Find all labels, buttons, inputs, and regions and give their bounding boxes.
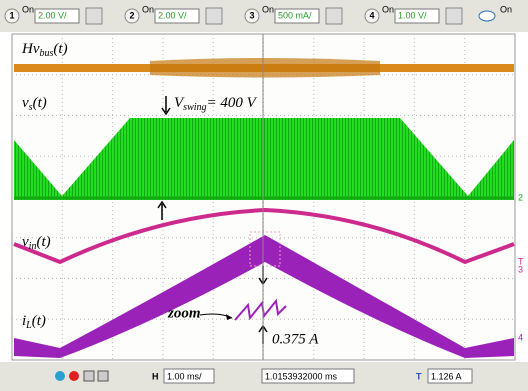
- label-main: Hv: [21, 41, 40, 57]
- icon[interactable]: [98, 371, 108, 381]
- channel-scale: 1.00 V/: [398, 10, 427, 20]
- channel-menu[interactable]: [86, 8, 102, 24]
- timebase: 1.00 ms/: [167, 371, 202, 381]
- label-sub: bus: [40, 48, 54, 59]
- channel-menu[interactable]: [446, 8, 462, 24]
- icon[interactable]: [69, 371, 79, 381]
- display-state: On: [500, 4, 512, 14]
- label-tail: (t): [53, 41, 67, 57]
- channel-number: 2: [129, 10, 134, 20]
- icon[interactable]: [55, 371, 65, 381]
- hvbus-ripple: [150, 58, 380, 78]
- channel-menu[interactable]: [206, 8, 222, 24]
- label-tail: (t): [36, 234, 50, 250]
- trace-label: vin(t): [22, 234, 51, 252]
- channel-scale: 2.00 V/: [158, 10, 187, 20]
- position: 1.0153932000 ms: [265, 371, 338, 381]
- label-sub: in: [29, 241, 37, 252]
- channel-state: On: [142, 4, 154, 14]
- icon[interactable]: [84, 371, 94, 381]
- channel-number: 1: [9, 10, 14, 20]
- trace-label: vs(t): [22, 95, 47, 113]
- trigger-level: 1.126 A: [431, 371, 462, 381]
- trace-marker: 3: [518, 264, 523, 274]
- zoom-label: zoom: [167, 305, 201, 321]
- label-tail: = 400 V: [207, 95, 258, 111]
- channel-state: On: [382, 4, 394, 14]
- display-icon[interactable]: [479, 11, 495, 21]
- label-sub: swing: [183, 102, 206, 113]
- t-label: T: [416, 371, 422, 381]
- channel-number: 3: [249, 10, 254, 20]
- trace-marker: 2: [518, 192, 523, 202]
- oscilloscope-screen: H 1.00 ms/ 1.0153932000 ms T 1.126 A 1 On…: [0, 0, 528, 391]
- channel-number: 4: [369, 10, 374, 20]
- label-tail: (t): [33, 95, 47, 111]
- channel-scale: 500 mA/: [278, 10, 312, 20]
- channel-state: On: [22, 4, 34, 14]
- channel-menu[interactable]: [326, 8, 342, 24]
- channel-scale: 2.00 V/: [38, 10, 67, 20]
- label-tail: (t): [32, 313, 46, 329]
- h-label: H: [152, 371, 159, 381]
- trace-label: iL(t): [22, 313, 46, 331]
- channel-state: On: [262, 4, 274, 14]
- trace-marker: 4: [518, 332, 523, 342]
- ripple-label: 0.375 A: [272, 331, 319, 347]
